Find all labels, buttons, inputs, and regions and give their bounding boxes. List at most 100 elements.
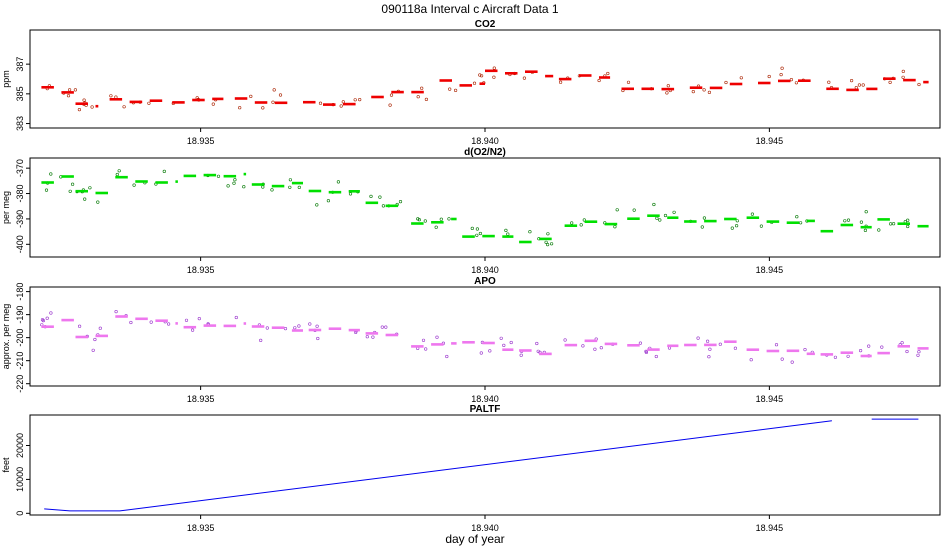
raw-sample — [849, 78, 854, 83]
raw-sample — [82, 98, 86, 102]
panel-title: APO — [474, 276, 496, 287]
raw-sample — [854, 85, 858, 90]
x-tick-label: 18.940 — [471, 136, 499, 146]
raw-sample — [582, 218, 586, 222]
raw-sample — [315, 324, 319, 328]
y-tick-label: 387 — [15, 57, 25, 72]
raw-sample — [794, 81, 799, 85]
raw-sample — [780, 357, 784, 361]
raw-sample — [502, 343, 506, 348]
raw-sample — [297, 185, 301, 189]
raw-sample — [353, 98, 357, 102]
raw-sample — [700, 225, 704, 229]
raw-sample — [66, 94, 71, 98]
raw-sample — [509, 340, 513, 345]
raw-sample — [45, 316, 49, 320]
panel-title: CO2 — [475, 19, 496, 30]
raw-sample — [767, 74, 771, 79]
raw-sample — [888, 222, 893, 226]
raw-sample — [545, 243, 550, 247]
raw-sample — [445, 354, 449, 359]
raw-sample — [378, 195, 382, 199]
raw-sample — [448, 87, 452, 91]
raw-sample — [803, 348, 807, 352]
x-tick-label: 18.940 — [471, 523, 499, 533]
x-tick-label: 18.935 — [187, 136, 215, 146]
raw-sample — [315, 203, 319, 207]
y-tick-label: 10000 — [15, 467, 25, 492]
raw-sample — [549, 242, 554, 246]
x-tick-label: 18.945 — [756, 523, 784, 533]
raw-sample — [365, 335, 369, 339]
raw-sample — [162, 169, 166, 173]
raw-sample — [454, 88, 458, 92]
x-tick-label: 18.940 — [471, 265, 499, 275]
raw-sample — [544, 240, 548, 244]
raw-sample — [211, 102, 215, 106]
y-axis-label: ppm — [1, 70, 11, 88]
raw-sample — [348, 192, 353, 196]
raw-sample — [238, 106, 242, 110]
raw-sample — [492, 66, 496, 70]
raw-sample — [88, 186, 92, 190]
raw-sample — [780, 66, 784, 70]
raw-sample — [901, 69, 905, 73]
raw-sample — [798, 221, 803, 225]
raw-sample — [846, 354, 850, 358]
raw-sample — [381, 204, 386, 208]
y-axis-label: feet — [1, 457, 11, 473]
y-tick-label: -210 — [15, 352, 25, 370]
raw-sample — [488, 349, 492, 353]
raw-sample — [718, 342, 722, 346]
raw-sample — [358, 97, 362, 102]
raw-sample — [857, 83, 862, 87]
raw-sample — [888, 80, 892, 84]
raw-sample — [336, 180, 341, 184]
raw-sample — [749, 358, 753, 362]
raw-sample — [504, 228, 508, 232]
panel-3: PALTF feet 18.935 18.940 18.945 0 10000 20000 — [1, 404, 941, 533]
raw-sample — [654, 354, 658, 359]
x-axis-label: day of year — [445, 532, 504, 546]
raw-sample — [707, 355, 711, 359]
raw-sample — [626, 80, 631, 84]
raw-sample — [122, 105, 126, 109]
raw-sample — [779, 72, 783, 77]
raw-sample — [863, 228, 868, 232]
raw-sample — [420, 86, 424, 90]
raw-sample — [439, 217, 443, 221]
raw-sample — [563, 338, 567, 342]
raw-sample — [891, 222, 896, 226]
raw-sample — [73, 88, 77, 92]
raw-sample — [665, 91, 669, 95]
raw-sample — [90, 105, 94, 109]
x-tick-label: 18.935 — [187, 394, 215, 404]
raw-sample — [479, 351, 483, 355]
raw-sample — [739, 76, 743, 80]
raw-sample — [655, 216, 659, 220]
raw-sample — [480, 74, 484, 78]
raw-sample — [522, 76, 527, 80]
y-tick-label: -220 — [15, 375, 25, 393]
raw-sample — [597, 78, 601, 83]
panel-2: APO approx. per meg 18.935 18.940 18.945 -220… — [1, 276, 941, 404]
raw-sample — [297, 324, 301, 328]
raw-sample — [261, 185, 265, 189]
raw-sample — [384, 325, 388, 329]
raw-sample — [261, 106, 265, 110]
raw-sample — [270, 188, 274, 192]
raw-sample — [288, 185, 292, 189]
raw-sample — [272, 88, 276, 92]
raw-sample — [705, 339, 710, 343]
y-tick-label: -190 — [15, 306, 25, 324]
raw-sample — [846, 218, 851, 222]
raw-sample — [558, 80, 563, 84]
y-tick-label: -390 — [15, 210, 25, 228]
raw-sample — [249, 94, 253, 98]
raw-sample — [93, 337, 97, 342]
x-tick-label: 18.945 — [756, 265, 784, 275]
y-axis-label: per meg — [1, 191, 11, 224]
raw-sample — [724, 80, 728, 85]
raw-sample — [316, 336, 320, 341]
